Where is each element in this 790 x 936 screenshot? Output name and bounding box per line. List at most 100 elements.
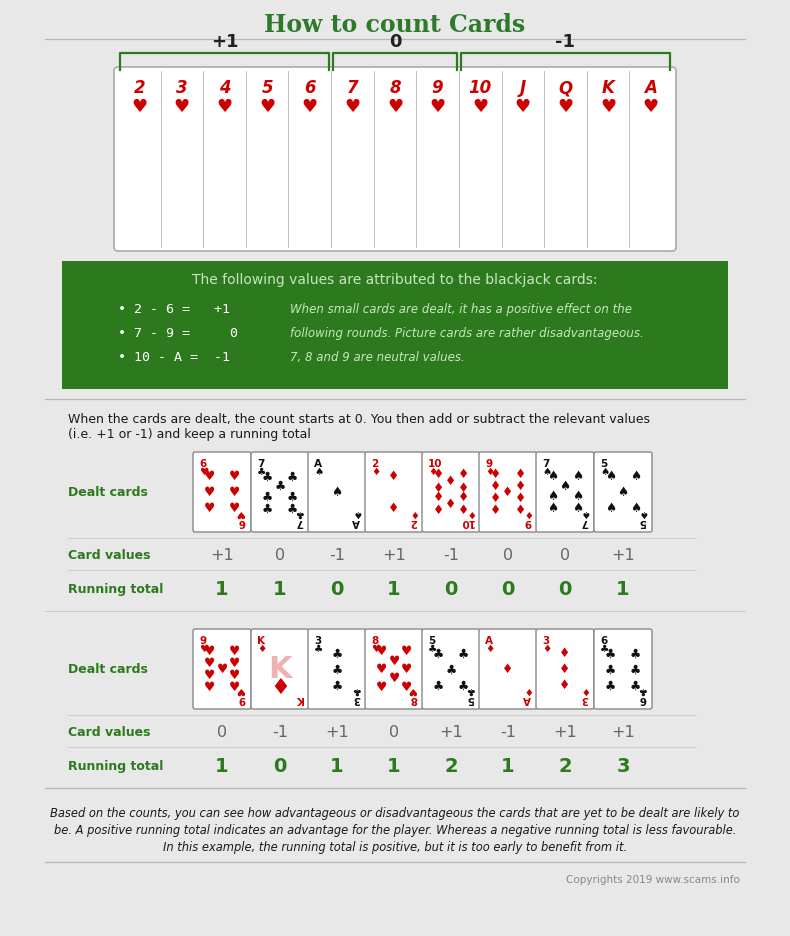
Text: Running total: Running total xyxy=(68,583,164,596)
Text: ♥: ♥ xyxy=(204,669,215,681)
FancyBboxPatch shape xyxy=(251,629,309,709)
Text: ♣: ♣ xyxy=(261,490,273,503)
Text: 9: 9 xyxy=(524,517,531,526)
Text: ♥: ♥ xyxy=(204,486,215,499)
Text: ♣: ♣ xyxy=(458,647,469,660)
Text: ♦: ♦ xyxy=(389,502,400,515)
Text: A: A xyxy=(523,694,531,703)
Text: 0: 0 xyxy=(275,548,285,563)
Text: 7: 7 xyxy=(347,79,358,97)
Text: Dealt cards: Dealt cards xyxy=(68,486,148,499)
Text: -1: -1 xyxy=(329,548,345,563)
Text: ♥: ♥ xyxy=(401,645,412,658)
Text: ♦: ♦ xyxy=(559,679,570,692)
Text: ♦: ♦ xyxy=(502,486,514,499)
Text: 5: 5 xyxy=(600,459,608,469)
Text: ♥: ♥ xyxy=(204,502,215,515)
FancyBboxPatch shape xyxy=(114,68,676,252)
Text: ♦: ♦ xyxy=(408,508,417,518)
Text: ♠: ♠ xyxy=(605,470,616,483)
Text: ♣: ♣ xyxy=(630,679,641,692)
Text: ♥: ♥ xyxy=(344,98,360,116)
Text: 8: 8 xyxy=(371,636,378,645)
Text: ♥: ♥ xyxy=(642,98,659,116)
FancyBboxPatch shape xyxy=(422,629,480,709)
Text: Dealt cards: Dealt cards xyxy=(68,663,148,676)
Text: 0: 0 xyxy=(560,548,570,563)
Text: ♥: ♥ xyxy=(376,663,387,676)
Text: ♥: ♥ xyxy=(600,98,616,116)
Text: ♣: ♣ xyxy=(630,663,641,676)
Text: ♣: ♣ xyxy=(314,644,323,654)
Text: ♦: ♦ xyxy=(490,504,501,517)
Text: ♥: ♥ xyxy=(472,98,488,116)
Text: ♥: ♥ xyxy=(401,663,412,676)
Text: ♣: ♣ xyxy=(287,502,299,515)
Text: 10: 10 xyxy=(468,79,492,97)
Text: +1: +1 xyxy=(611,724,635,739)
Text: ♠: ♠ xyxy=(617,486,629,499)
Text: ♥: ♥ xyxy=(259,98,275,116)
FancyBboxPatch shape xyxy=(594,452,652,533)
Text: 3: 3 xyxy=(581,694,588,703)
Text: 6: 6 xyxy=(600,636,608,645)
Text: ♦: ♦ xyxy=(371,467,380,477)
Text: K: K xyxy=(295,694,303,703)
Text: +1: +1 xyxy=(382,548,406,563)
Text: 10: 10 xyxy=(460,517,474,526)
Text: 1: 1 xyxy=(273,580,287,599)
Text: ♠: ♠ xyxy=(547,490,558,503)
Text: ♠: ♠ xyxy=(630,470,641,483)
Text: 0: 0 xyxy=(444,580,457,599)
Text: ♦: ♦ xyxy=(458,490,469,504)
Text: 2: 2 xyxy=(371,459,378,469)
Text: ♣: ♣ xyxy=(331,663,343,676)
Text: 2: 2 xyxy=(410,517,417,526)
Text: ♥: ♥ xyxy=(401,680,412,694)
Text: ♦: ♦ xyxy=(433,490,444,504)
Text: ♣: ♣ xyxy=(331,679,343,692)
Text: • 2 - 6 =   +1: • 2 - 6 = +1 xyxy=(118,303,230,316)
Text: ♦: ♦ xyxy=(446,475,457,488)
Text: ♥: ♥ xyxy=(389,672,400,684)
Text: 5: 5 xyxy=(261,79,273,97)
Text: 4: 4 xyxy=(219,79,231,97)
Text: When the cards are dealt, the count starts at 0. You then add or subtract the re: When the cards are dealt, the count star… xyxy=(68,413,650,426)
Text: -1: -1 xyxy=(555,33,575,51)
Text: 5: 5 xyxy=(428,636,435,645)
Text: ♦: ♦ xyxy=(485,644,495,654)
Text: 1: 1 xyxy=(330,756,344,776)
Text: ♥: ♥ xyxy=(229,470,240,483)
Text: following rounds. Picture cards are rather disadvantageous.: following rounds. Picture cards are rath… xyxy=(290,328,644,340)
Text: The following values are attributed to the blackjack cards:: The following values are attributed to t… xyxy=(192,272,598,286)
Text: ♠: ♠ xyxy=(547,470,558,483)
FancyBboxPatch shape xyxy=(365,629,423,709)
Text: How to count Cards: How to count Cards xyxy=(265,13,525,37)
Text: 0: 0 xyxy=(389,724,399,739)
Text: Card values: Card values xyxy=(68,725,151,739)
Text: ♣: ♣ xyxy=(351,685,360,695)
Text: 0: 0 xyxy=(559,580,572,599)
Text: In this example, the running total is positive, but it is too early to benefit f: In this example, the running total is po… xyxy=(163,841,627,853)
Text: ♥: ♥ xyxy=(199,644,209,654)
FancyBboxPatch shape xyxy=(536,452,594,533)
Text: ♥: ♥ xyxy=(229,657,240,670)
FancyBboxPatch shape xyxy=(193,629,251,709)
Text: ♦: ♦ xyxy=(458,504,469,517)
Text: ♦: ♦ xyxy=(521,508,531,518)
Text: ♣: ♣ xyxy=(433,679,444,692)
Text: ♠: ♠ xyxy=(559,479,570,492)
Text: ♦: ♦ xyxy=(433,481,444,494)
Text: 9: 9 xyxy=(199,636,206,645)
Text: ♦: ♦ xyxy=(465,508,474,518)
Text: ♣: ♣ xyxy=(630,647,641,660)
Text: 2: 2 xyxy=(444,756,458,776)
Text: K: K xyxy=(602,79,615,97)
FancyBboxPatch shape xyxy=(251,452,309,533)
Text: 1: 1 xyxy=(215,756,229,776)
Text: ♣: ♣ xyxy=(287,470,299,483)
Text: ♥: ♥ xyxy=(387,98,403,116)
FancyBboxPatch shape xyxy=(193,452,251,533)
Text: ♥: ♥ xyxy=(515,98,531,116)
Text: ♥: ♥ xyxy=(204,657,215,670)
